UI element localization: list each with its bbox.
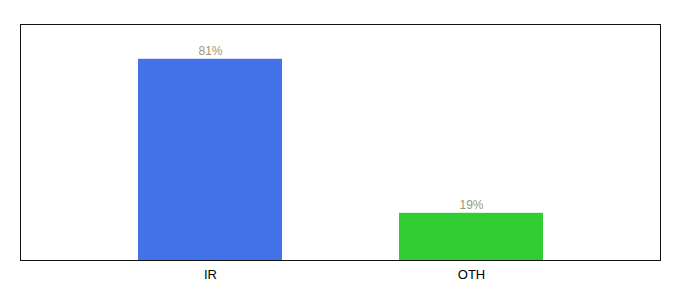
svg-text:19%: 19% [459, 198, 483, 212]
svg-text:OTH: OTH [458, 267, 485, 282]
svg-text:IR: IR [204, 267, 217, 282]
svg-text:81%: 81% [198, 44, 222, 58]
